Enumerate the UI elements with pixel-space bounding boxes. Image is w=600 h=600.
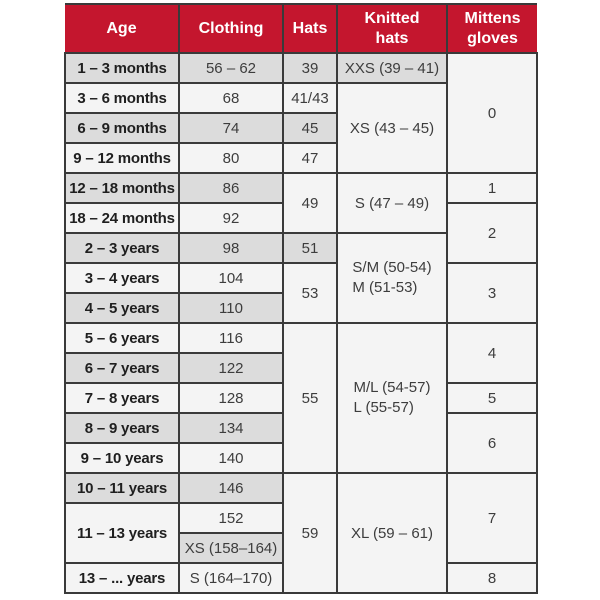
cell-clothing: 122 [178, 352, 284, 384]
table-row: 18 – 24 months 92 2 [64, 202, 538, 264]
column-header-hats: Hats [282, 3, 338, 54]
cell-clothing: 92 [178, 202, 284, 234]
cell-knitted: XS (43 – 45) [336, 82, 448, 174]
cell-knitted: XXS (39 – 41) [336, 52, 448, 84]
size-chart: Age Clothing Hats Knitted hats Mittens g… [64, 3, 538, 594]
cell-age: 11 – 13 years [64, 502, 180, 564]
column-header-clothing: Clothing [178, 3, 284, 54]
cell-mittens: 0 [446, 52, 538, 174]
cell-hats: 51 [282, 232, 338, 264]
cell-age: 5 – 6 years [64, 322, 180, 354]
cell-hats: 45 [282, 112, 338, 144]
cell-clothing: 110 [178, 292, 284, 324]
cell-knitted: S (47 – 49) [336, 172, 448, 234]
size-chart-table: Age Clothing Hats Knitted hats Mittens g… [64, 3, 538, 594]
cell-hats: 55 [282, 322, 338, 474]
cell-hats: 59 [282, 472, 338, 594]
cell-age: 3 – 6 months [64, 82, 180, 114]
cell-clothing: XS (158–164) [178, 532, 284, 564]
cell-mittens: 6 [446, 412, 538, 474]
cell-hats: 41/43 [282, 82, 338, 114]
cell-text: S/M (50-54) M (51-53) [352, 258, 432, 296]
cell-age: 7 – 8 years [64, 382, 180, 414]
cell-age: 9 – 12 months [64, 142, 180, 174]
table-row: 4 – 5 years 110 [64, 292, 537, 324]
cell-clothing: 128 [178, 382, 284, 414]
table-row: 11 – 13 years 152 [64, 502, 537, 564]
cell-mittens: 3 [446, 262, 538, 324]
column-header-mittens-gloves: Mittens gloves [446, 3, 537, 54]
table-row: 7 – 8 years 128 5 [64, 382, 538, 414]
cell-age: 6 – 9 months [64, 112, 180, 144]
cell-clothing: 74 [178, 112, 284, 144]
cell-mittens: 5 [446, 382, 538, 414]
cell-age: 6 – 7 years [64, 352, 180, 384]
cell-knitted: M/L (54-57) L (55-57) [336, 322, 448, 474]
cell-clothing: 98 [178, 232, 284, 264]
cell-hats: 47 [282, 142, 338, 174]
cell-age: 12 – 18 months [64, 172, 180, 204]
table-row: 9 – 12 months 80 47 [64, 142, 537, 174]
cell-hats: 39 [282, 52, 338, 84]
cell-hats: 49 [282, 172, 338, 234]
cell-knitted: S/M (50-54) M (51-53) [336, 232, 448, 324]
cell-mittens: 1 [446, 172, 538, 204]
column-header-age: Age [65, 3, 180, 54]
table-row: 10 – 11 years 146 59 XL (59 – 61) 7 [64, 472, 538, 594]
table-row: 6 – 7 years 122 [64, 352, 537, 384]
cell-clothing: 56 – 62 [178, 52, 284, 84]
cell-age: 3 – 4 years [64, 262, 180, 294]
cell-age: 18 – 24 months [64, 202, 180, 234]
cell-age: 2 – 3 years [64, 232, 180, 264]
cell-age: 4 – 5 years [64, 292, 180, 324]
table-row: 3 – 6 months 68 41/43 XS (43 – 45) [64, 82, 537, 174]
cell-mittens: 4 [446, 322, 538, 384]
cell-age: 1 – 3 months [64, 52, 180, 84]
cell-age: 13 – ... years [64, 562, 180, 594]
cell-hats: 53 [282, 262, 338, 324]
cell-mittens: 2 [446, 202, 538, 264]
cell-clothing: S (164–170) [178, 562, 284, 594]
cell-clothing: 146 [178, 472, 284, 504]
cell-age: 8 – 9 years [64, 412, 180, 444]
cell-age: 10 – 11 years [64, 472, 180, 504]
column-header-knitted-hats: Knitted hats [336, 3, 448, 54]
table-row: XS (158–164) [65, 532, 537, 564]
table-row: 12 – 18 months 86 49 S (47 – 49) 1 [64, 172, 538, 234]
cell-clothing: 86 [178, 172, 284, 204]
header-row: Age Clothing Hats Knitted hats Mittens g… [65, 3, 537, 54]
cell-clothing: 68 [178, 82, 284, 114]
cell-mittens: 8 [446, 562, 538, 594]
table-row: 8 – 9 years 134 6 [64, 412, 538, 474]
table-row: 3 – 4 years 104 53 3 [64, 262, 538, 324]
cell-clothing: 80 [178, 142, 284, 174]
cell-clothing: 140 [178, 442, 284, 474]
cell-knitted: XL (59 – 61) [336, 472, 448, 594]
table-row: 13 – ... years S (164–170) 8 [64, 562, 538, 594]
cell-clothing: 116 [178, 322, 284, 354]
cell-age: 9 – 10 years [64, 442, 180, 474]
cell-mittens: 7 [446, 472, 538, 564]
cell-clothing: 104 [178, 262, 284, 294]
cell-clothing: 134 [178, 412, 284, 444]
table-row: 1 – 3 months 56 – 62 39 XXS (39 – 41) 0 [64, 52, 538, 174]
table-row: 9 – 10 years 140 [64, 442, 537, 474]
cell-clothing: 152 [178, 502, 284, 534]
table-row: 5 – 6 years 116 55 M/L (54-57) L (55-57) 4 [64, 322, 538, 474]
table-row: 6 – 9 months 74 45 [64, 112, 537, 144]
table-body: 1 – 3 months 56 – 62 39 XXS (39 – 41) 0 3 – 6… [64, 52, 538, 594]
table-row: 2 – 3 years 98 51 S/M (50-54) M (51-53) [64, 232, 537, 324]
cell-text: M/L (54-57) L (55-57) [353, 378, 431, 416]
table-header: Age Clothing Hats Knitted hats Mittens g… [65, 3, 537, 54]
